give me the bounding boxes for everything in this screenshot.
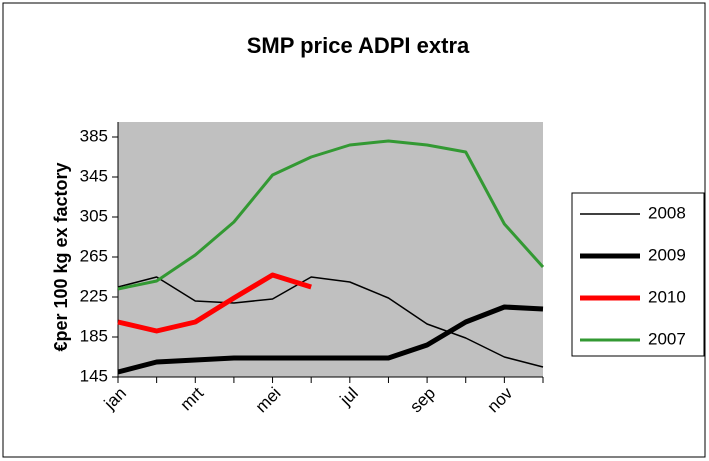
legend-label: 2009 — [648, 245, 686, 264]
y-tick-label: 345 — [80, 166, 108, 185]
legend-label: 2008 — [648, 203, 686, 222]
y-axis-label: €per 100 kg ex factory — [51, 162, 71, 351]
y-tick-label: 305 — [80, 206, 108, 225]
y-tick-label: 385 — [80, 126, 108, 145]
legend — [571, 192, 705, 357]
legend-label: 2010 — [648, 287, 686, 306]
y-tick-label: 225 — [80, 286, 108, 305]
series-line — [117, 304, 544, 375]
plot-area — [118, 122, 543, 377]
y-tick-label: 145 — [80, 366, 108, 385]
y-tick-label: 185 — [80, 326, 108, 345]
legend-label: 2007 — [648, 329, 686, 348]
chart-title: SMP price ADPI extra — [247, 33, 470, 58]
series-line — [117, 276, 544, 368]
series-line — [117, 272, 312, 334]
series-line — [117, 139, 545, 291]
y-tick-label: 265 — [80, 246, 108, 265]
